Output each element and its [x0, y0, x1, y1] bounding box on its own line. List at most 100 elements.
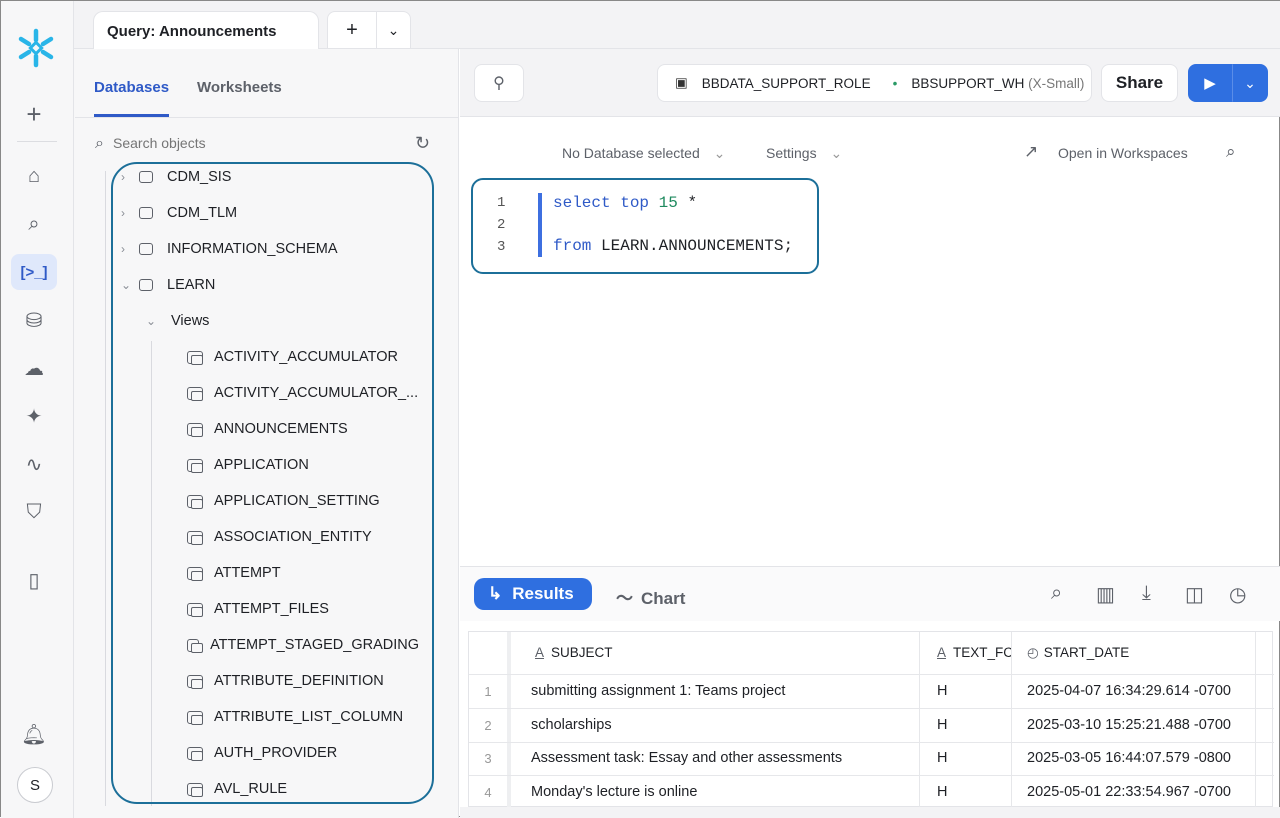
filter-settings-icon[interactable]: ⚲	[474, 64, 524, 102]
row-number: 2	[484, 717, 492, 733]
column-name: TEXT_FC	[953, 645, 1011, 660]
results-toolbar	[460, 566, 1280, 621]
tab-query-announcements[interactable]: Query: Announcements	[93, 11, 319, 50]
tab-menu-chevron-icon[interactable]: ⌄	[376, 11, 411, 49]
search-icon[interactable]: ⌕	[1226, 142, 1236, 161]
column-header-start-date[interactable]: ◴ START_DATE	[1027, 645, 1129, 661]
tree-view[interactable]: AUTH_PROVIDER	[187, 745, 419, 761]
view-name: ATTEMPT_STAGED_GRADING	[210, 637, 419, 653]
share-button[interactable]: Share	[1101, 64, 1178, 102]
horizontal-scrollbar[interactable]	[460, 807, 1280, 818]
column-divider	[1255, 632, 1256, 808]
chart-label: Chart	[641, 589, 686, 608]
schema-name: INFORMATION_SCHEMA	[167, 241, 338, 257]
column-header-subject[interactable]: A SUBJECT	[535, 645, 613, 660]
tree-view[interactable]: ASSOCIATION_ENTITY	[187, 529, 419, 545]
cell-subject[interactable]: submitting assignment 1: Teams project	[531, 683, 786, 699]
results-arrow-icon: ↳	[488, 584, 503, 603]
tree-views-folder[interactable]: ⌄ Views	[146, 313, 209, 329]
row-divider	[469, 708, 1274, 709]
column-header-text-format[interactable]: A TEXT_FC	[937, 645, 1011, 660]
split-panel-icon[interactable]: ◫	[1185, 584, 1204, 606]
line-number: 3	[497, 239, 506, 255]
sidebar-toggle-icon[interactable]: ▯	[28, 569, 40, 592]
nav-rail: + ⌂ ⌕ [>_] ⛁ ☁ ✦ ∿ ⛉ ▯ 🔔︎ S	[1, 1, 74, 818]
results-tab[interactable]: ↳ Results	[474, 578, 592, 610]
tree-view[interactable]: ATTEMPT	[187, 565, 419, 581]
cell-start-date[interactable]: 2025-05-01 22:33:54.967 -0700	[1027, 783, 1231, 800]
view-icon	[187, 458, 203, 473]
settings-dropdown[interactable]: Settings ⌄	[766, 145, 842, 162]
cell-start-date[interactable]: 2025-04-07 16:34:29.614 -0700	[1027, 683, 1231, 699]
cell-start-date[interactable]: 2025-03-10 15:25:21.488 -0700	[1027, 716, 1231, 733]
database-label: No Database selected	[562, 145, 700, 161]
create-icon[interactable]: +	[26, 98, 42, 129]
view-icon	[187, 494, 203, 509]
role-name: BBDATA_SUPPORT_ROLE	[701, 75, 871, 91]
columns-icon[interactable]: ▥	[1096, 584, 1115, 606]
cell-text-format[interactable]: H	[937, 683, 948, 699]
tree-view[interactable]: ANNOUNCEMENTS	[187, 421, 419, 437]
download-icon[interactable]: ⤓	[1142, 582, 1151, 604]
divider	[75, 117, 459, 118]
search-objects-input[interactable]	[113, 135, 403, 151]
tab-worksheets[interactable]: Worksheets	[197, 79, 282, 96]
cell-start-date[interactable]: 2025-03-05 16:44:07.579 -0800	[1027, 750, 1231, 766]
home-icon[interactable]: ⌂	[27, 164, 41, 187]
new-tab-button[interactable]: +	[327, 11, 377, 49]
ai-sparkle-icon[interactable]: ✦	[25, 405, 43, 428]
view-name: ATTEMPT_FILES	[214, 601, 329, 617]
tree-guide	[105, 171, 106, 806]
tree-view[interactable]: ATTRIBUTE_LIST_COLUMN	[187, 709, 419, 725]
tree-view[interactable]: ATTEMPT_FILES	[187, 601, 419, 617]
tree-view[interactable]: APPLICATION	[187, 457, 419, 473]
search-icon[interactable]: ⌕	[28, 212, 40, 235]
text-type-icon: A	[937, 645, 947, 660]
tree-view[interactable]: AVL_RULE	[187, 781, 419, 797]
chevron-down-icon[interactable]: ⌄	[121, 278, 132, 292]
row-divider	[469, 741, 1274, 743]
activity-icon[interactable]: ∿	[25, 453, 43, 476]
chart-tab[interactable]: 〜 Chart	[616, 584, 685, 609]
history-clock-icon[interactable]: ◷	[1229, 584, 1247, 606]
view-icon	[187, 710, 203, 725]
tree-schema[interactable]: ⌄ LEARN	[121, 277, 215, 293]
code-line-3[interactable]: from LEARN.ANNOUNCEMENTS;	[553, 237, 793, 255]
chevron-right-icon[interactable]: ›	[121, 242, 125, 256]
tab-databases[interactable]: Databases	[94, 79, 170, 96]
timestamp-type-icon: ◴	[1027, 645, 1039, 660]
run-options-chevron-icon[interactable]: ⌄	[1232, 64, 1268, 102]
chevron-right-icon[interactable]: ›	[121, 206, 125, 220]
cell-subject[interactable]: scholarships	[531, 716, 612, 733]
cell-text-format[interactable]: H	[937, 716, 948, 733]
cell-subject[interactable]: Assessment task: Essay and other assessm…	[531, 750, 843, 766]
shield-icon[interactable]: ⛉	[26, 500, 42, 523]
database-selector[interactable]: No Database selected ⌄	[562, 145, 725, 162]
role-warehouse-selector[interactable]: ▣ BBDATA_SUPPORT_ROLE • BBSUPPORT_WH (X-…	[657, 64, 1092, 102]
tree-schema[interactable]: › CDM_TLM	[121, 205, 237, 221]
tree-view[interactable]: ACTIVITY_ACCUMULATOR	[187, 349, 419, 365]
code-line-1[interactable]: select top 15 *	[553, 194, 697, 212]
tree-view[interactable]: ACTIVITY_ACCUMULATOR_...	[187, 385, 419, 401]
keyword: from	[553, 237, 592, 255]
cloud-icon[interactable]: ☁	[24, 357, 44, 380]
schema-icon	[139, 279, 153, 291]
tree-view[interactable]: ATTRIBUTE_DEFINITION	[187, 673, 419, 689]
tree-view[interactable]: ATTEMPT_STAGED_GRADING	[187, 637, 419, 653]
cell-text-format[interactable]: H	[937, 783, 948, 800]
keyword: select	[553, 194, 611, 212]
bell-icon[interactable]: 🔔︎	[21, 723, 47, 746]
open-in-workspaces-link[interactable]: Open in Workspaces	[1058, 145, 1188, 161]
worksheets-terminal-icon[interactable]: [>_]	[11, 254, 57, 290]
cell-subject[interactable]: Monday's lecture is online	[531, 783, 698, 800]
chevron-down-icon[interactable]: ⌄	[146, 314, 157, 328]
database-icon[interactable]: ⛁	[25, 309, 43, 332]
tree-schema[interactable]: › INFORMATION_SCHEMA	[121, 241, 338, 257]
column-divider	[919, 632, 920, 808]
refresh-icon[interactable]: ↻	[415, 133, 431, 153]
run-button[interactable]: ▶	[1188, 64, 1232, 102]
tree-view[interactable]: APPLICATION_SETTING	[187, 493, 419, 509]
search-icon[interactable]: ⌕	[1051, 582, 1063, 604]
avatar[interactable]: S	[17, 767, 53, 803]
cell-text-format[interactable]: H	[937, 750, 948, 766]
